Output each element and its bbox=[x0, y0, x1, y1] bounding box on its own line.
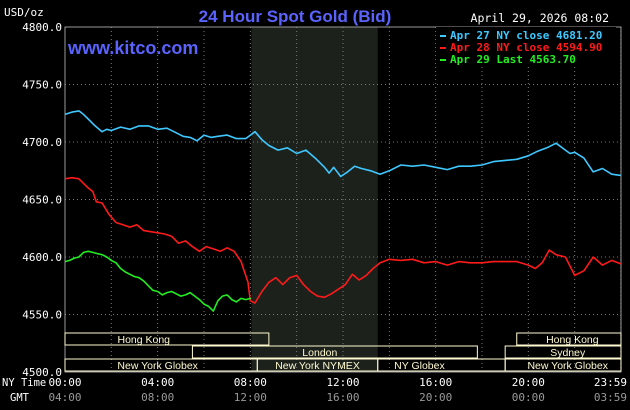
watermark: www.kitco.com bbox=[67, 38, 198, 58]
x-tick-label-gmt: 20:00 bbox=[419, 391, 452, 404]
y-tick-label: 4750.0 bbox=[22, 79, 62, 92]
x-tick-label-ny: 04:00 bbox=[141, 376, 174, 389]
session-label: Hong Kong bbox=[546, 334, 599, 346]
legend-entry: Apr 27 NY close 4681.20 bbox=[450, 29, 602, 42]
x-tick-label-ny: 16:00 bbox=[419, 376, 452, 389]
y-tick-label: 4600.0 bbox=[22, 251, 62, 264]
x-tick-label-ny: 00:00 bbox=[48, 376, 81, 389]
y-tick-label: 4500.0 bbox=[22, 366, 62, 379]
x-tick-label-gmt: 12:00 bbox=[234, 391, 267, 404]
session-label: NY Globex bbox=[394, 360, 445, 372]
legend-entry: Apr 28 NY close 4594.90 bbox=[450, 41, 602, 54]
chart-title: 24 Hour Spot Gold (Bid) bbox=[199, 7, 392, 26]
x-tick-label-gmt: 08:00 bbox=[141, 391, 174, 404]
session-label: Sydney bbox=[550, 347, 586, 359]
y-tick-label: 4550.0 bbox=[22, 309, 62, 322]
session-bar bbox=[64, 332, 270, 346]
session-label: New York NYMEX bbox=[275, 360, 360, 372]
session-bar bbox=[504, 345, 622, 359]
y-axis-unit: USD/oz bbox=[4, 6, 44, 19]
x-tick-label-gmt: 00:00 bbox=[512, 391, 545, 404]
x-tick-label-ny: 20:00 bbox=[512, 376, 545, 389]
session-bars: Hong Kong London New York Globex New York N… bbox=[64, 332, 622, 372]
legend-entry: Apr 29 Last 4563.70 bbox=[450, 53, 576, 66]
plot-frame bbox=[64, 26, 622, 373]
session-label: London bbox=[302, 347, 337, 359]
y-tick-label: 4700.0 bbox=[22, 136, 62, 149]
x-tick-label-ny: 08:00 bbox=[234, 376, 267, 389]
y-tick-label: 4800.0 bbox=[22, 21, 62, 34]
x-axis-label-gmt: GMT bbox=[10, 392, 30, 404]
timestamp: April 29, 2026 08:02 bbox=[471, 11, 609, 25]
x-axis-label-ny: NY Time bbox=[2, 377, 46, 389]
session-bar bbox=[191, 345, 478, 359]
y-tick-labels: 4500.0 4550.0 4600.0 4650.0 4700.0 4750.0 4800… bbox=[22, 21, 62, 379]
night-session-band bbox=[251, 27, 378, 372]
session-bar bbox=[504, 358, 622, 372]
y-tick-label: 4650.0 bbox=[22, 194, 62, 207]
session-label: New York Globex bbox=[117, 360, 198, 372]
series-lines bbox=[64, 110, 622, 312]
session-label: Hong Kong bbox=[117, 334, 170, 346]
series-line-1 bbox=[64, 110, 621, 178]
legend-box bbox=[436, 27, 616, 67]
x-tick-label-gmt: 16:00 bbox=[326, 391, 359, 404]
x-tick-label-gmt: 04:00 bbox=[48, 391, 81, 404]
session-label: New York Globex bbox=[527, 360, 608, 372]
x-tick-labels: 00:00 04:00 04:00 08:00 08:00 12:00 12:00 16:00… bbox=[48, 376, 627, 404]
series-line-3 bbox=[64, 250, 252, 312]
x-tick-label-ny: 12:00 bbox=[326, 376, 359, 389]
x-tick-label-ny: 23:59 bbox=[594, 376, 627, 389]
series-line-2 bbox=[64, 176, 622, 304]
x-tick-label-gmt: 03:59 bbox=[594, 391, 627, 404]
session-bar bbox=[516, 332, 622, 346]
